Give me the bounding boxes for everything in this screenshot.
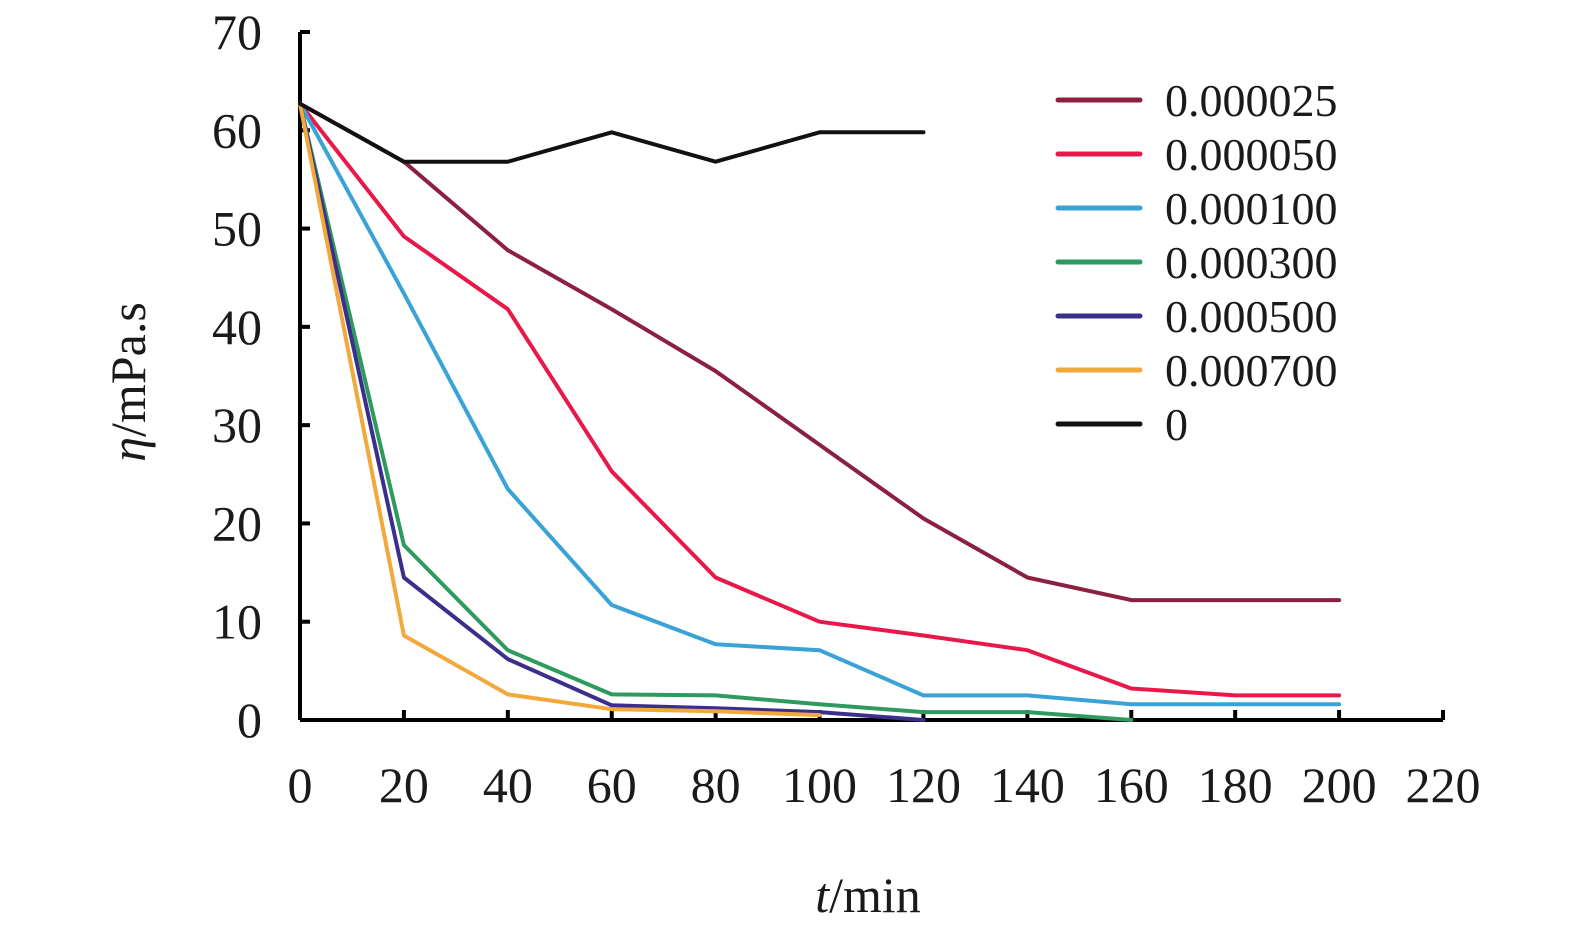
x-tick-label: 160 bbox=[1094, 757, 1169, 813]
x-tick-label: 40 bbox=[483, 757, 533, 813]
x-tick-label: 200 bbox=[1302, 757, 1377, 813]
series-line-0.000025 bbox=[298, 101, 1342, 603]
x-tick-label: 220 bbox=[1406, 757, 1481, 813]
series-line-0.000100 bbox=[298, 101, 1342, 707]
x-axis-title-var: t bbox=[815, 867, 830, 923]
x-tick-label: 0 bbox=[288, 757, 313, 813]
y-tick-label: 30 bbox=[212, 397, 262, 453]
x-tick-label: 60 bbox=[587, 757, 637, 813]
x-axis-title-unit: /min bbox=[829, 867, 921, 923]
series-line-0 bbox=[298, 101, 926, 164]
series-line-0.000700 bbox=[298, 101, 822, 718]
y-axis-title: η/mPa.s bbox=[100, 302, 156, 462]
x-tick-label: 140 bbox=[990, 757, 1065, 813]
legend-label-0.000100: 0.000100 bbox=[1165, 183, 1338, 234]
legend: 0.0000250.0000500.0001000.0003000.000500… bbox=[1055, 75, 1338, 450]
x-tick-label: 120 bbox=[886, 757, 961, 813]
y-tick-label: 20 bbox=[212, 495, 262, 551]
x-axis-title: t/min bbox=[815, 867, 921, 923]
legend-label-0: 0 bbox=[1165, 399, 1188, 450]
y-tick-label: 60 bbox=[212, 102, 262, 158]
legend-label-0.000500: 0.000500 bbox=[1165, 291, 1338, 342]
x-tick-label: 100 bbox=[782, 757, 857, 813]
y-tick-label: 0 bbox=[237, 692, 262, 748]
y-axis-title-unit: /mPa.s bbox=[100, 302, 156, 437]
x-tick-label: 20 bbox=[379, 757, 429, 813]
series-line-0.000300 bbox=[298, 101, 1134, 722]
x-tick-label: 80 bbox=[691, 757, 741, 813]
legend-label-0.000700: 0.000700 bbox=[1165, 345, 1338, 396]
y-tick-label: 70 bbox=[212, 4, 262, 60]
legend-label-0.000300: 0.000300 bbox=[1165, 237, 1338, 288]
series-layer bbox=[298, 101, 1342, 722]
plot-area: 0 20 40 60 80 100 120 140 160 180 200 220 0 10 20 30 40 5… bbox=[212, 4, 1481, 813]
y-axis-title-var: η bbox=[100, 437, 156, 462]
axis-ticks: 0 20 40 60 80 100 120 140 160 180 200 220 0 10 20 30 40 5… bbox=[212, 4, 1481, 813]
x-tick-label: 180 bbox=[1198, 757, 1273, 813]
legend-label-0.000025: 0.000025 bbox=[1165, 75, 1338, 126]
y-tick-label: 10 bbox=[212, 594, 262, 650]
y-tick-label: 40 bbox=[212, 299, 262, 355]
series-line-0.000050 bbox=[298, 101, 1342, 698]
legend-label-0.000050: 0.000050 bbox=[1165, 129, 1338, 180]
y-tick-label: 50 bbox=[212, 201, 262, 257]
series-line-0.000500 bbox=[298, 101, 926, 722]
